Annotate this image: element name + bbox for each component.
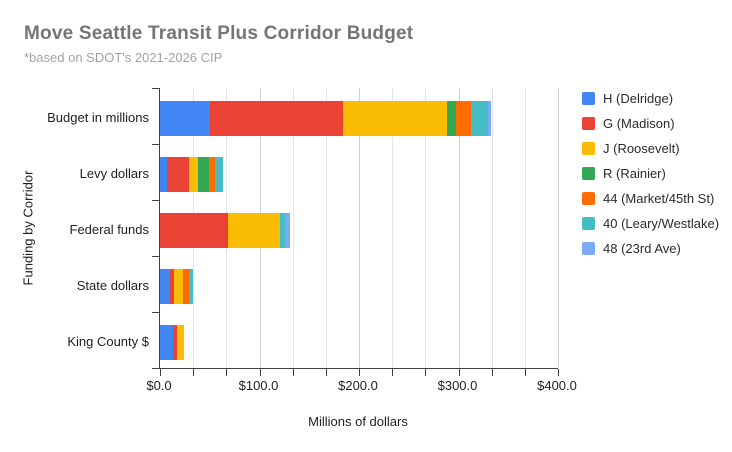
bar-segment <box>169 268 174 304</box>
legend-label: 44 (Market/45th St) <box>603 191 715 206</box>
x-axis-tick <box>292 369 294 376</box>
y-axis-tick <box>152 144 159 145</box>
x-tick-label: $0.0 <box>146 378 172 393</box>
bar-row <box>160 212 558 248</box>
bar-segment <box>209 100 344 136</box>
x-tick-label: $400.0 <box>537 378 577 393</box>
category-label: Levy dollars <box>79 166 149 181</box>
x-axis-tick <box>325 369 327 376</box>
bar-row <box>160 324 558 360</box>
bar-segment <box>160 156 167 192</box>
legend-item: 48 (23rd Ave) <box>582 236 719 261</box>
legend-item: H (Delridge) <box>582 86 719 111</box>
legend-label: R (Rainier) <box>603 166 666 181</box>
bar-segment <box>188 268 194 304</box>
legend: H (Delridge) G (Madison) J (Roosevelt) R (R… <box>582 86 719 261</box>
bar-row <box>160 100 558 136</box>
legend-label: 48 (23rd Ave) <box>603 241 681 256</box>
gridline <box>359 88 360 368</box>
category-label: State dollars <box>76 278 149 293</box>
bar-segment <box>173 268 184 304</box>
x-axis-label: Millions of dollars <box>308 414 408 429</box>
gridline <box>425 88 427 368</box>
gridline <box>558 88 559 368</box>
x-axis-tick <box>558 369 559 376</box>
bar-segment <box>160 324 173 360</box>
gridline <box>325 88 327 368</box>
legend-swatch <box>582 242 595 255</box>
bar-segment <box>446 100 456 136</box>
gridline <box>292 88 294 368</box>
y-axis-tick <box>152 312 159 313</box>
bar-segment <box>172 324 177 360</box>
legend-swatch <box>582 117 595 130</box>
plot-area <box>152 88 559 376</box>
bar-segment <box>160 100 210 136</box>
bar-segment <box>160 268 170 304</box>
legend-item: R (Rainier) <box>582 161 719 186</box>
x-tick-label: $200.0 <box>338 378 378 393</box>
legend-item: G (Madison) <box>582 111 719 136</box>
x-axis-tick <box>359 369 360 376</box>
y-axis-tick <box>152 200 159 201</box>
legend-item: 44 (Market/45th St) <box>582 186 719 211</box>
bar-segment <box>455 100 471 136</box>
legend-swatch <box>582 92 595 105</box>
bar-segment <box>198 156 209 192</box>
legend-item: J (Roosevelt) <box>582 136 719 161</box>
legend-label: 40 (Leary/Westlake) <box>603 216 720 231</box>
bar-segment <box>160 212 228 248</box>
legend-label: G (Madison) <box>603 116 675 131</box>
x-tick-label: $300.0 <box>437 378 478 393</box>
gridline <box>491 88 493 368</box>
bar-segment <box>470 100 488 136</box>
x-axis-tick <box>425 369 427 376</box>
legend-item: 40 (Leary/Westlake) <box>582 211 719 236</box>
category-label: Budget in millions <box>47 110 149 125</box>
bar-segment <box>183 268 189 304</box>
bar-segment <box>208 156 216 192</box>
bar-segment <box>487 100 491 136</box>
legend-label: J (Roosevelt) <box>603 141 680 156</box>
x-axis-tick <box>226 369 228 376</box>
bar-segment <box>176 324 184 360</box>
y-axis-tick <box>152 256 159 257</box>
x-axis-tick <box>392 369 394 376</box>
page-subtitle: *based on SDOT's 2021-2026 CIP <box>24 50 223 65</box>
x-tick-label: $100.0 <box>238 378 279 393</box>
gridline <box>392 88 394 368</box>
gridline <box>524 88 526 368</box>
bar-segment <box>343 100 447 136</box>
bar-segment <box>284 212 290 248</box>
bar-segment <box>166 156 189 192</box>
category-label: King County $ <box>67 334 149 349</box>
bar-row <box>160 156 558 192</box>
legend-swatch <box>582 167 595 180</box>
bar-segment <box>279 212 285 248</box>
page-title: Move Seattle Transit Plus Corridor Budge… <box>24 23 414 44</box>
y-axis-tick <box>152 368 159 369</box>
legend-swatch <box>582 192 595 205</box>
x-axis-tick <box>259 369 261 376</box>
category-label: Federal funds <box>69 222 150 237</box>
x-axis-tick <box>193 369 195 376</box>
legend-swatch <box>582 217 595 230</box>
y-axis-tick <box>152 88 159 89</box>
gridline <box>458 88 460 368</box>
legend-swatch <box>582 142 595 155</box>
x-axis-tick <box>160 369 161 376</box>
x-axis-tick <box>491 369 493 376</box>
legend-label: H (Delridge) <box>603 91 674 106</box>
bar-segment <box>227 212 280 248</box>
bar-row <box>160 268 558 304</box>
bar-segment <box>188 156 199 192</box>
x-axis-tick <box>524 369 526 376</box>
x-axis-tick <box>458 369 460 376</box>
bar-segment <box>215 156 224 192</box>
